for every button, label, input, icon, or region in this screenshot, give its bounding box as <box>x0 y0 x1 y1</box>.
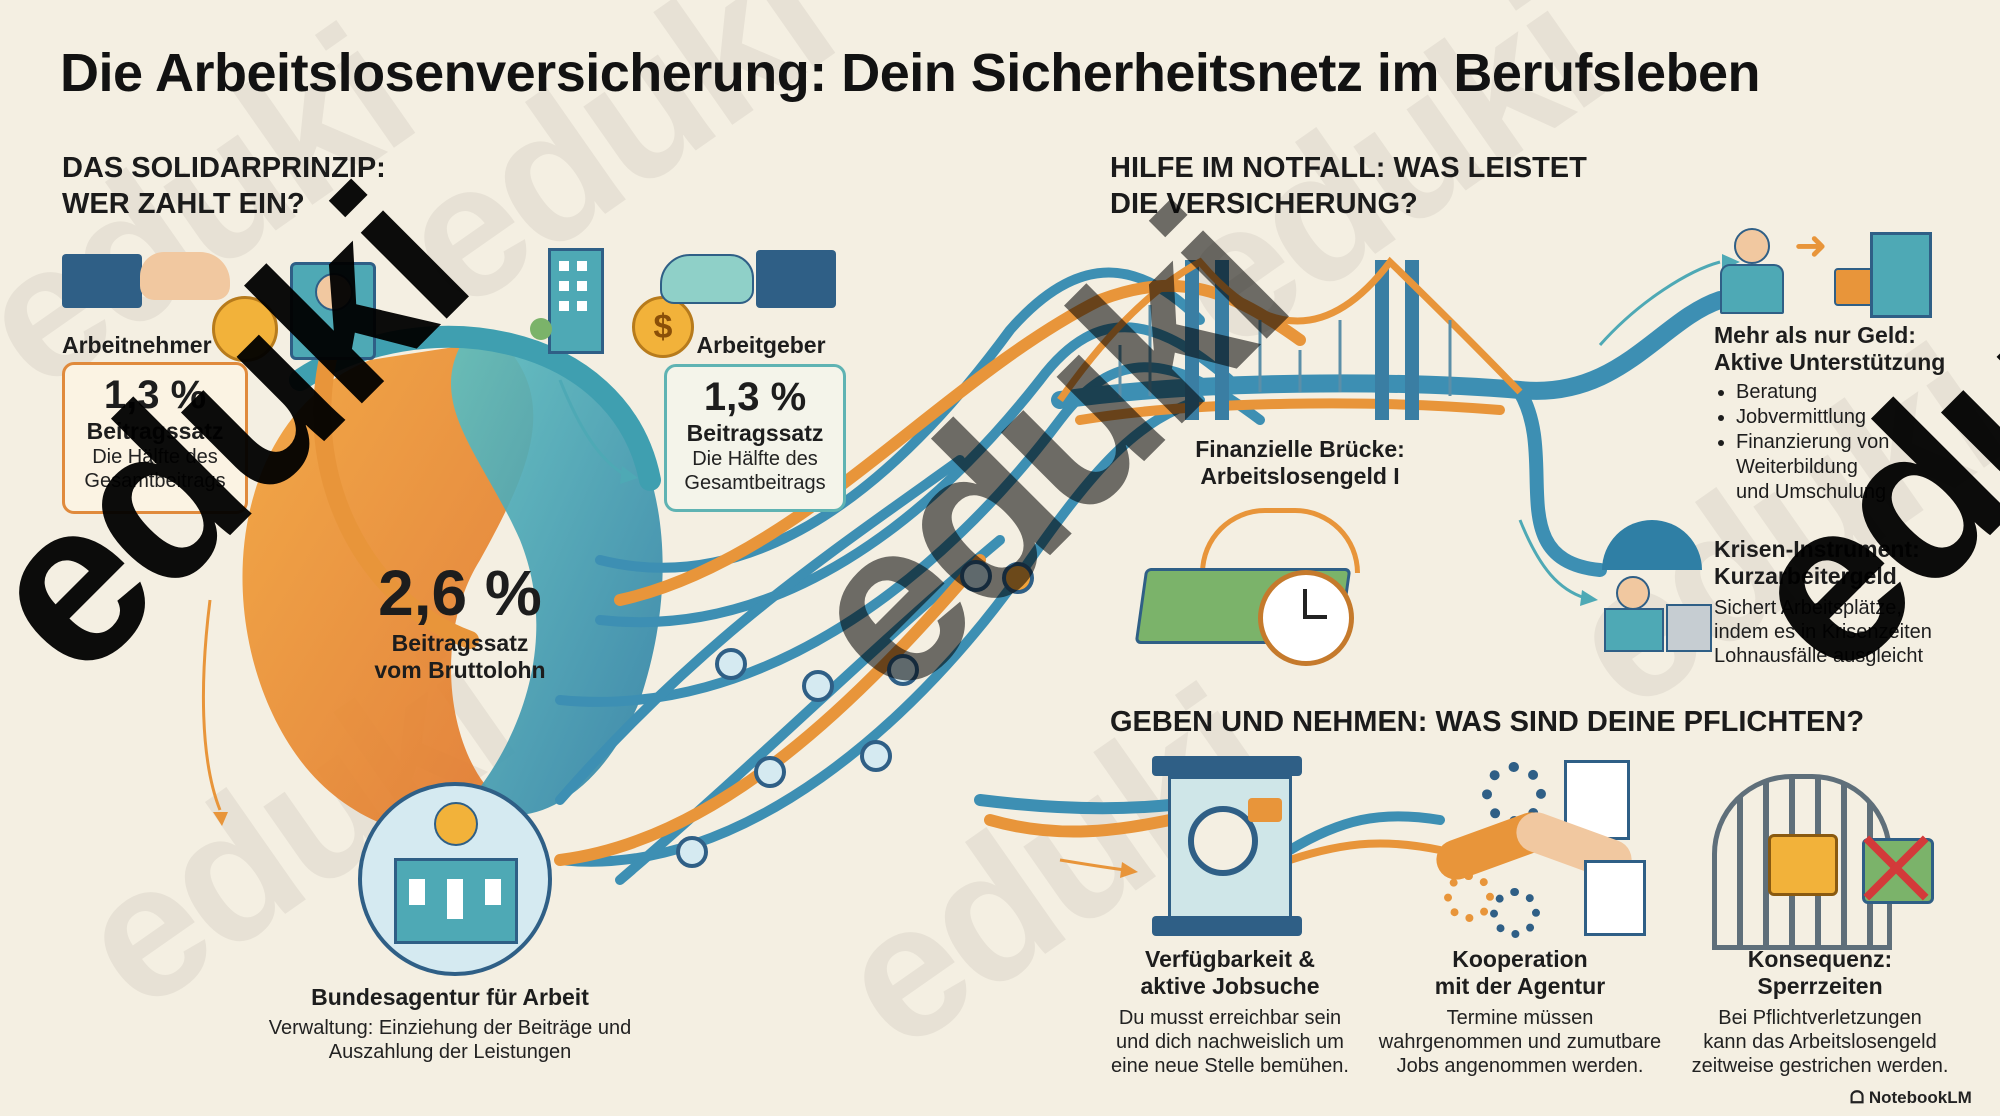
employer-label: Arbeitgeber <box>696 332 826 358</box>
duty-title-line-1: Verfügbarkeit & <box>1145 946 1315 972</box>
duty-title-line-1: Kooperation <box>1452 946 1588 972</box>
duty-title-line-2: aktive Jobsuche <box>1140 973 1320 999</box>
bridge-label-line-2: Arbeitslosengeld I <box>1200 463 1400 489</box>
agency-desc-line-1: Verwaltung: Einziehung der Beiträge und <box>268 1017 632 1039</box>
duty-desc-line-3: zeitweise gestrichen werden. <box>1691 1055 1949 1077</box>
duty-cooperation: Kooperation mit der Agentur Termine müss… <box>1370 946 1670 1078</box>
duty-desc-line-1: Du musst erreichbar sein <box>1118 1007 1342 1029</box>
section-heading-duties: GEBEN UND NEHMEN: WAS SIND DEINE PFLICHT… <box>1110 706 1865 738</box>
duty-title-line-2: mit der Agentur <box>1434 973 1606 999</box>
notebooklm-brand: ᗝ NotebookLM <box>1850 1088 1972 1108</box>
worker-icon <box>290 262 376 360</box>
gear-icon <box>1444 872 1494 922</box>
employee-desc-line-1: Die Hälfte des <box>92 446 218 468</box>
employee-desc-line-2: Gesamtbeitrags <box>84 470 226 492</box>
umbrella-worker-icon <box>1592 520 1712 652</box>
locked-gate-icon <box>1712 754 1934 950</box>
gear-icon <box>1490 888 1540 938</box>
kurzarbeit-desc-line-3: Lohnausfälle ausgleicht <box>1714 645 1924 667</box>
support-title-line-2: Aktive Unterstützung <box>1714 349 1946 375</box>
duty-consequence: Konsequenz: Sperrzeiten Bei Pflichtverle… <box>1680 946 1960 1078</box>
heading-line-1: DAS SOLIDARPRINZIP: <box>62 152 386 184</box>
bridge-icon <box>1057 256 1523 420</box>
support-item: Jobvermittlung <box>1736 405 1984 430</box>
duty-title-line-2: Sperrzeiten <box>1757 973 1883 999</box>
career-person-icon <box>1716 228 1786 314</box>
support-list: Beratung Jobvermittlung Finanzierung von <box>1714 380 1984 455</box>
duty-desc-line-2: kann das Arbeitslosengeld <box>1703 1031 1937 1053</box>
section-heading-hilfe: HILFE IM NOTFALL: WAS LEISTET DIE VERSIC… <box>1110 150 1587 222</box>
employer-rate-label: Beitragssatz <box>686 420 824 446</box>
dollar-coin-icon: $ <box>632 296 694 358</box>
clock-icon <box>1258 570 1354 666</box>
kurzarbeit-desc-line-2: indem es in Krisenzeiten <box>1714 621 1932 643</box>
total-line-1: Beitragssatz <box>391 630 529 656</box>
duty-title-line-1: Konsequenz: <box>1747 946 1893 972</box>
heading-line-2: WER ZAHLT EIN? <box>62 188 305 220</box>
employee-percentage: 1,3 % <box>103 373 207 417</box>
agency-description: Verwaltung: Einziehung der Beiträge und … <box>230 1016 670 1064</box>
kurzarbeit-desc-line-1: Sichert Arbeitsplätze, <box>1714 597 1902 619</box>
kurzarbeit-block: Krisen-Instrument: Kurzarbeitergeld Sich… <box>1714 536 1990 668</box>
support-item: Beratung <box>1736 380 1984 405</box>
hand-coin-icon <box>62 250 232 312</box>
employer-hand-icon <box>660 250 840 312</box>
total-percentage: 2,6 % <box>378 557 542 629</box>
tree-icon <box>530 318 552 340</box>
coin-icon <box>212 296 278 362</box>
support-item: Finanzierung von <box>1736 430 1984 455</box>
duty-desc-line-3: Jobs angenommen werden. <box>1396 1055 1644 1077</box>
kurzarbeit-title-line-1: Krisen-Instrument: <box>1714 536 1920 562</box>
factory-icon <box>1666 604 1712 652</box>
employee-label: Arbeitnehmer <box>62 332 212 358</box>
total-line-2: vom Bruttolohn <box>374 657 546 683</box>
kurzarbeit-title-line-2: Kurzarbeitergeld <box>1714 563 1897 589</box>
bridge-label-line-1: Finanzielle Brücke: <box>1195 436 1405 462</box>
employee-contribution-box: 1,3 % Beitragssatz Die Hälfte des Gesamt… <box>62 362 248 514</box>
office-building-icon <box>1870 232 1932 318</box>
support-block: Mehr als nur Geld: Aktive Unterstützung … <box>1714 322 1984 505</box>
employer-percentage: 1,3 % <box>703 375 807 419</box>
duty-desc-line-1: Termine müssen <box>1446 1007 1594 1029</box>
total-contribution: 2,6 % Beitragssatz vom Bruttolohn <box>330 556 590 684</box>
government-building-icon <box>358 782 552 976</box>
net-nodes <box>676 560 1034 868</box>
notebooklm-logo-icon: ᗝ <box>1850 1088 1869 1107</box>
duty-desc-line-2: wahrgenommen und zumutbare <box>1378 1031 1662 1053</box>
employee-rate-label: Beitragssatz <box>86 418 224 444</box>
section-heading-solidarprinzip: DAS SOLIDARPRINZIP: WER ZAHLT EIN? <box>62 150 386 222</box>
agency-name: Bundesagentur für Arbeit <box>311 984 589 1010</box>
notebooklm-text: NotebookLM <box>1868 1088 1972 1107</box>
document-icon <box>1564 760 1630 840</box>
duty-desc-line-3: eine neue Stelle bemühen. <box>1111 1055 1349 1077</box>
bridge-label: Finanzielle Brücke: Arbeitslosengeld I <box>1150 436 1450 490</box>
agency-desc-line-2: Auszahlung der Leistungen <box>328 1041 572 1063</box>
magnifier-person-icon <box>1152 756 1302 936</box>
employer-desc-line-2: Gesamtbeitrags <box>684 472 826 494</box>
heading-line-1: HILFE IM NOTFALL: WAS LEISTET <box>1110 152 1587 184</box>
eagle-icon <box>434 802 478 846</box>
career-arrow-icon: ➜ <box>1794 224 1828 268</box>
page-title: Die Arbeitslosenversicherung: Dein Siche… <box>60 43 1760 103</box>
heading-line-2: DIE VERSICHERUNG? <box>1110 188 1418 220</box>
support-item-continuation: und Umschulung <box>1736 481 1887 503</box>
document-icon <box>1584 860 1646 936</box>
support-title-line-1: Mehr als nur Geld: <box>1714 322 1916 348</box>
support-item-continuation: Weiterbildung <box>1736 456 1858 478</box>
employer-contribution-box: 1,3 % Beitragssatz Die Hälfte des Gesamt… <box>664 364 846 512</box>
duty-desc-line-2: und dich nachweislich um <box>1116 1031 1344 1053</box>
building-icon <box>548 248 604 354</box>
duty-availability: Verfügbarkeit & aktive Jobsuche Du musst… <box>1100 946 1360 1078</box>
handshake-icon <box>1430 756 1674 938</box>
money-stack-icon <box>1134 508 1380 658</box>
employer-desc-line-1: Die Hälfte des <box>692 448 818 470</box>
duty-desc-line-1: Bei Pflichtverletzungen <box>1718 1007 1922 1029</box>
